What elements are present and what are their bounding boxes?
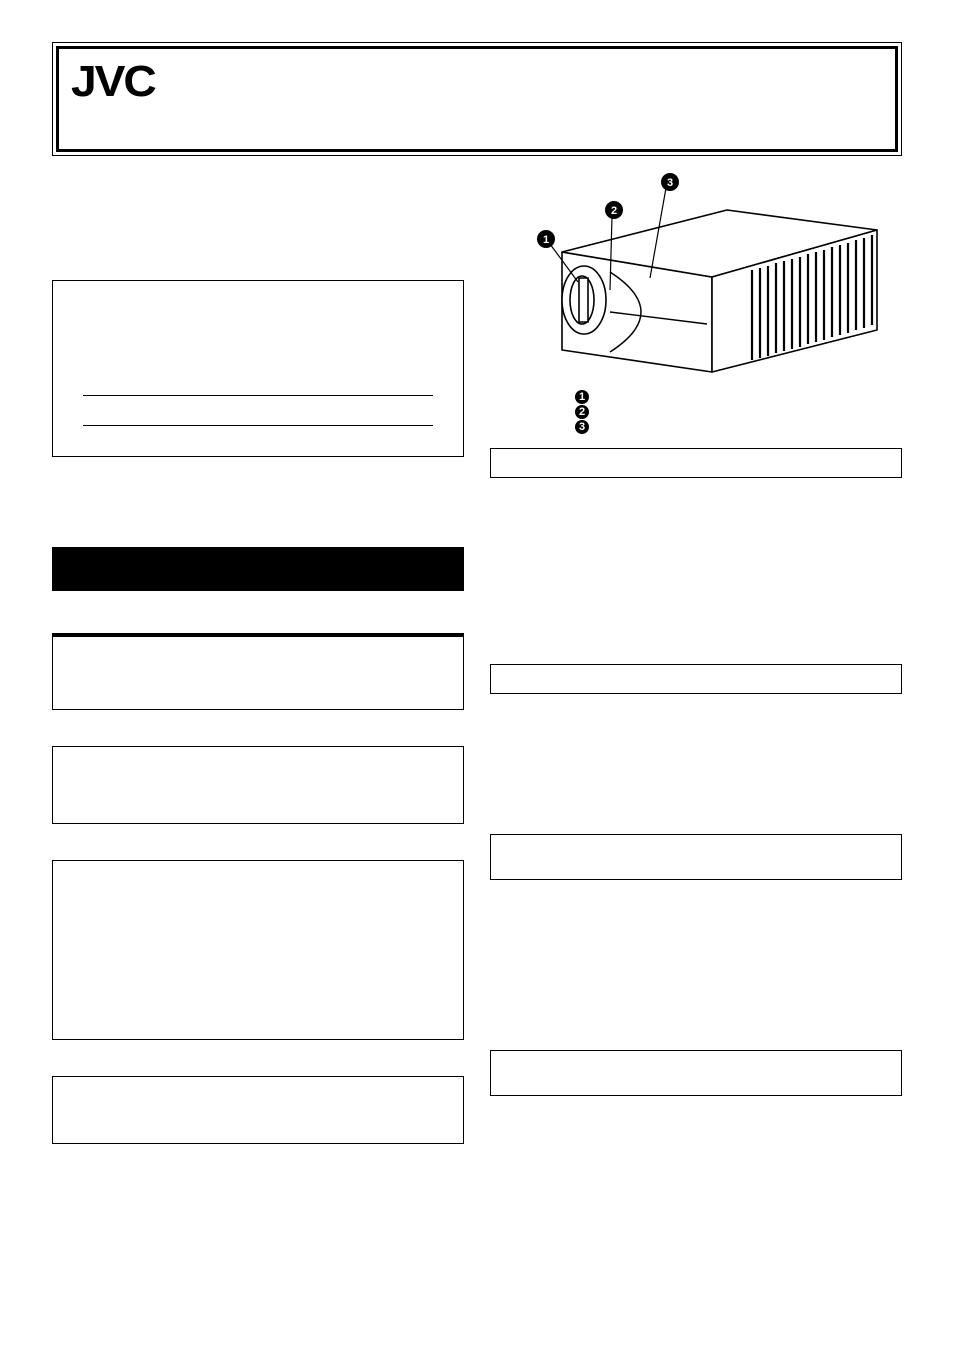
spacer (490, 694, 902, 834)
callout-2: 2 (611, 205, 617, 217)
right-box-3 (490, 834, 902, 880)
spacer (52, 591, 464, 633)
section-header-bar (52, 547, 464, 591)
device-figure: 1 2 3 (490, 172, 902, 382)
spacer (52, 172, 464, 280)
right-box-4 (490, 1050, 902, 1096)
left-box-3 (52, 860, 464, 1040)
legend-item-1: 1 (575, 390, 589, 404)
legend-item-2: 2 (575, 405, 589, 419)
spacer (52, 824, 464, 860)
left-box-1 (52, 633, 464, 710)
figure-legend: 1 2 3 (575, 390, 902, 434)
right-column: 1 2 3 1 2 3 (490, 172, 902, 1144)
info-box (52, 280, 464, 457)
spacer (490, 478, 902, 664)
spacer (52, 710, 464, 746)
info-line-2 (83, 425, 433, 426)
projector-icon: 1 2 3 (502, 172, 902, 382)
right-box-2 (490, 664, 902, 694)
left-column (52, 172, 464, 1144)
callout-1: 1 (543, 234, 549, 246)
spacer (490, 434, 902, 448)
spacer (52, 1040, 464, 1076)
brand-logo: JVC (71, 57, 155, 107)
info-line-1 (83, 395, 433, 396)
left-box-4 (52, 1076, 464, 1144)
left-box-2 (52, 746, 464, 824)
spacer (52, 457, 464, 517)
legend-item-3: 3 (575, 420, 589, 434)
right-box-1 (490, 448, 902, 478)
spacer (490, 880, 902, 1050)
callout-3: 3 (667, 177, 673, 189)
header-inner: JVC (56, 46, 898, 152)
header-outer: JVC (52, 42, 902, 156)
